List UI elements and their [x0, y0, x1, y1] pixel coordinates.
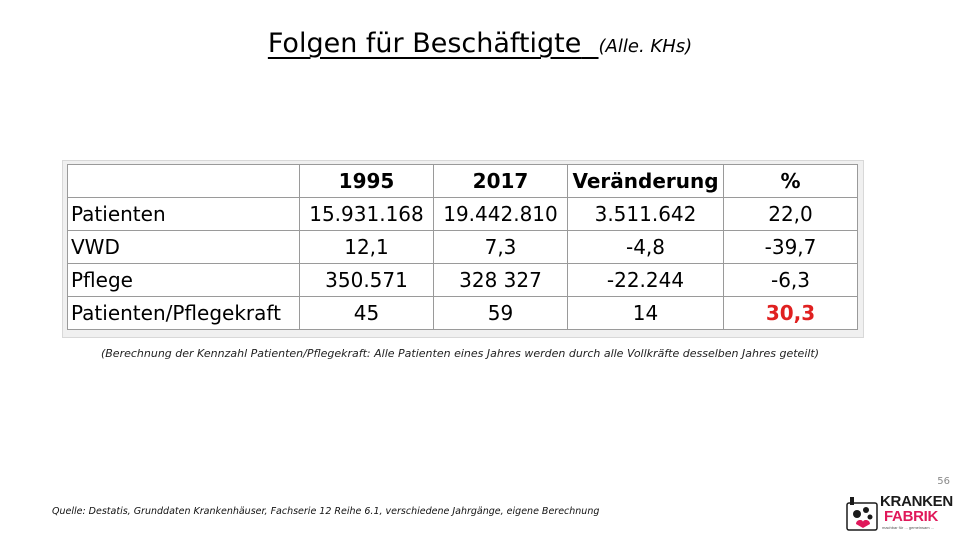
- title-underline-gap: [581, 28, 598, 59]
- title-subtitle: (Alle. KHs): [598, 36, 693, 57]
- cell-change: -4,8: [567, 230, 724, 264]
- table-row: Patienten 15.931.168 19.442.810 3.511.64…: [67, 197, 858, 231]
- cell-1995: 45: [299, 296, 434, 330]
- table-header-row: 1995 2017 Veränderung %: [67, 164, 858, 198]
- cell-percent: -39,7: [723, 230, 858, 264]
- row-label: VWD: [67, 230, 300, 264]
- header-percent: %: [723, 164, 858, 198]
- row-label: Patienten: [67, 197, 300, 231]
- row-label: Patienten/Pflegekraft: [67, 296, 300, 330]
- row-label: Pflege: [67, 263, 300, 297]
- calculation-note: (Berechnung der Kennzahl Patienten/Pfleg…: [100, 347, 820, 360]
- cell-change: 3.511.642: [567, 197, 724, 231]
- cell-2017: 59: [433, 296, 568, 330]
- cell-percent: 22,0: [723, 197, 858, 231]
- cell-2017: 19.442.810: [433, 197, 568, 231]
- table-row: Patienten/Pflegekraft 45 59 14 30,3: [67, 296, 858, 330]
- header-2017: 2017: [433, 164, 568, 198]
- logo-emblem-icon: [846, 497, 878, 531]
- cell-1995: 15.931.168: [299, 197, 434, 231]
- data-table: 1995 2017 Veränderung % Patienten 15.931…: [67, 164, 858, 330]
- cell-2017: 7,3: [433, 230, 568, 264]
- header-change: Veränderung: [567, 164, 724, 198]
- logo-word-fabrik: FABRIK: [884, 508, 939, 525]
- page-number: 56: [937, 476, 950, 487]
- cell-1995: 12,1: [299, 230, 434, 264]
- cell-2017: 328 327: [433, 263, 568, 297]
- cell-percent: -6,3: [723, 263, 858, 297]
- header-1995: 1995: [299, 164, 434, 198]
- header-empty: [67, 164, 300, 198]
- table-frame: 1995 2017 Veränderung % Patienten 15.931…: [62, 160, 864, 338]
- cell-change: 14: [567, 296, 724, 330]
- logo-tagline: machbar für ... gemeinsam ...: [882, 525, 935, 530]
- cell-percent-highlight: 30,3: [723, 296, 858, 330]
- source-citation: Quelle: Destatis, Grunddaten Krankenhäus…: [52, 506, 600, 517]
- slide-title: Folgen für Beschäftigte (Alle. KHs): [0, 28, 960, 59]
- logo-word-kranken: KRANKEN: [880, 493, 953, 510]
- table-row: Pflege 350.571 328 327 -22.244 -6,3: [67, 263, 858, 297]
- cell-1995: 350.571: [299, 263, 434, 297]
- cell-change: -22.244: [567, 263, 724, 297]
- logo: KRANKEN FABRIK machbar für ... gemeinsam…: [846, 492, 953, 534]
- title-main: Folgen für Beschäftigte: [267, 28, 582, 59]
- table-row: VWD 12,1 7,3 -4,8 -39,7: [67, 230, 858, 264]
